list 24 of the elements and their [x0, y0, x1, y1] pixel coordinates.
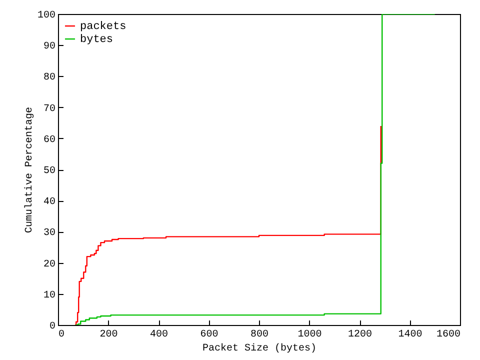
y-tick-label: 90: [43, 42, 56, 53]
x-tick-label: 1600: [436, 330, 460, 340]
x-tick-label: 800: [250, 330, 269, 340]
y-axis-title: Cumulative Percentage: [23, 106, 36, 234]
x-tick-label: 200: [100, 330, 118, 340]
legend-label: bytes: [80, 34, 114, 46]
y-tick-label: 0: [49, 322, 56, 332]
y-tick-label: 10: [43, 290, 56, 302]
y-tick-label: 50: [43, 166, 56, 177]
y-tick-label: 20: [43, 259, 56, 270]
x-tick-label: 400: [150, 330, 168, 340]
x-axis-title: Packet Size (bytes): [202, 342, 317, 354]
x-tick-label: 1200: [348, 330, 372, 340]
y-tick-label: 40: [43, 197, 56, 208]
x-tick-label: 1400: [398, 330, 422, 340]
y-tick-label: 100: [37, 10, 56, 22]
x-tick-label: 600: [200, 330, 218, 340]
x-tick-label: 0: [58, 330, 65, 340]
x-tick-label: 1000: [298, 330, 322, 340]
legend-label: packets: [80, 21, 126, 33]
y-tick-label: 30: [43, 228, 56, 240]
y-tick-label: 80: [43, 72, 56, 84]
y-tick-label: 60: [43, 134, 56, 146]
y-tick-label: 70: [43, 104, 56, 115]
